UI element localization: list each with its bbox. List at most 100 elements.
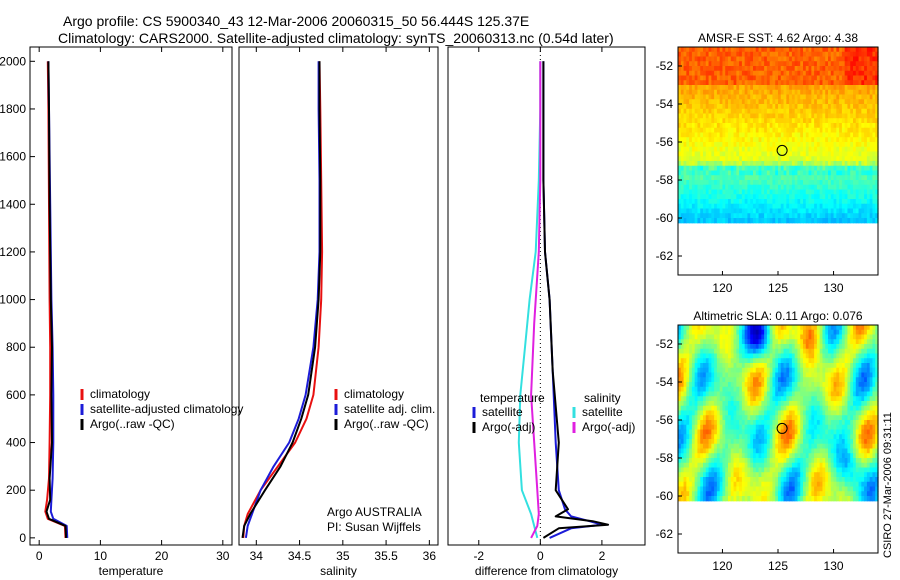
sla-field-cell [758, 358, 762, 364]
sla-field-cell [858, 344, 862, 350]
sla-field-cell [811, 439, 815, 445]
sst-field-cell [728, 137, 732, 143]
sst-field-cell [839, 108, 843, 115]
sst-field-cell [828, 51, 832, 58]
sst-field-cell [855, 180, 860, 186]
sst-field-cell [714, 213, 718, 219]
sst-field-cell [744, 123, 749, 129]
sla-field-cell [691, 424, 696, 431]
sla-field-cell [691, 443, 696, 450]
sst-field-cell [814, 213, 818, 219]
sla-field-cell [861, 377, 865, 383]
sla-field-cell [680, 453, 685, 459]
sla-field-cell [714, 339, 718, 345]
sst-field-cell [694, 218, 699, 224]
sla-field-cell [719, 382, 724, 388]
sst-field-cell [697, 156, 701, 162]
sla-field-cell [800, 396, 804, 402]
sst-field-cell [766, 89, 771, 96]
sla-field-cell [803, 462, 807, 469]
sst-field-cell [780, 203, 785, 210]
sla-field-cell [769, 448, 774, 454]
sla-field-cell [819, 405, 824, 412]
sla-field-cell [755, 458, 760, 464]
sst-field-cell [828, 75, 832, 81]
sla-field-cell [719, 344, 724, 350]
sla-field-cell [861, 372, 865, 378]
sla-field-cell [694, 439, 699, 445]
sla-field-cell [786, 434, 790, 440]
sla-field-cell [716, 439, 721, 445]
sst-field-cell [789, 118, 793, 124]
sst-field-cell [739, 75, 743, 81]
sst-field-cell [811, 208, 815, 214]
sst-field-cell [822, 94, 826, 100]
sla-field-cell [786, 396, 790, 402]
sst-field-cell [866, 51, 871, 58]
sla-field-cell [786, 348, 790, 355]
sst-field-cell [722, 137, 726, 143]
sst-field-cell [741, 170, 746, 176]
sst-field-cell [761, 165, 765, 172]
sst-field-cell [811, 180, 815, 186]
sst-field-cell [830, 85, 835, 91]
sla-field-cell [825, 420, 829, 426]
sla-field-cell [722, 358, 726, 364]
sst-field-cell [805, 85, 810, 91]
sla-field-cell [728, 462, 732, 469]
sst-field-cell [689, 47, 693, 53]
sla-field-cell [714, 443, 718, 450]
sst-field-cell [828, 184, 832, 191]
sst-field-cell [858, 189, 862, 195]
sst-field-cell [678, 218, 682, 224]
sla-field-cell [725, 405, 729, 412]
sla-field-cell [858, 372, 862, 378]
sla-field-cell [864, 448, 868, 454]
sst-field-cell [686, 208, 690, 214]
sst-field-cell [739, 189, 743, 195]
sla-field-cell [808, 367, 812, 374]
sst-field-cell [703, 99, 707, 105]
sla-field-cell [875, 429, 879, 435]
sla-field-cell [786, 329, 790, 336]
sla-field-cell [811, 386, 815, 393]
sst-field-cell [761, 170, 765, 176]
sst-field-cell [733, 161, 737, 167]
sst-field-cell [755, 180, 760, 186]
temperature-legend-entry: Argo(..raw -QC) [90, 417, 175, 431]
sst-field-cell [741, 146, 746, 153]
sla-field-cell [786, 358, 790, 364]
sst-field-cell [797, 213, 801, 219]
sst-field-cell [775, 208, 779, 214]
sst-field-cell [764, 113, 768, 119]
sst-field-cell [678, 180, 682, 186]
sla-field-cell [816, 467, 821, 473]
sst-field-cell [722, 104, 726, 110]
sst-field-cell [758, 151, 762, 157]
sla-field-cell [861, 405, 865, 412]
sla-field-cell [836, 420, 840, 426]
sst-field-cell [814, 47, 818, 53]
sst-field-cell [728, 208, 732, 214]
sla-field-cell [789, 386, 793, 393]
sla-field-cell [694, 415, 699, 421]
sla-field-cell [705, 358, 710, 364]
sst-field-cell [744, 89, 749, 96]
sst-field-cell [789, 151, 793, 157]
sla-field-cell [844, 386, 849, 393]
sla-field-cell [850, 443, 854, 450]
sst-field-cell [686, 108, 690, 115]
sla-field-cell [705, 344, 710, 350]
sla-field-cell [761, 353, 765, 359]
sla-field-cell [828, 396, 832, 402]
sst-field-cell [778, 161, 782, 167]
sla-field-cell [772, 325, 776, 331]
sst-field-cell [680, 75, 685, 81]
sst-field-cell [714, 184, 718, 191]
sla-field-cell [711, 396, 715, 402]
sst-field-cell [716, 199, 721, 205]
sst-field-cell [755, 199, 760, 205]
sla-field-cell [750, 448, 754, 454]
sst-field-cell [730, 208, 735, 214]
sla-field-cell [783, 410, 787, 416]
